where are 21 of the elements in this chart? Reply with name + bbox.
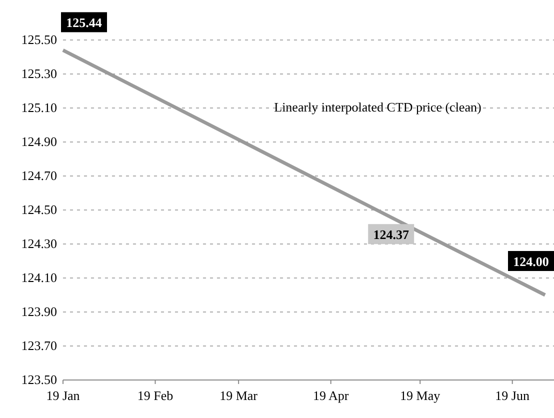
x-tick-label: 19 Feb	[137, 388, 174, 403]
y-tick-label: 125.50	[21, 32, 57, 47]
y-tick-label: 123.90	[21, 304, 57, 319]
x-tick-label: 19 Mar	[220, 388, 258, 403]
x-tick-label: 19 Jun	[495, 388, 530, 403]
y-tick-label: 123.50	[21, 372, 57, 387]
text: Linearly interpolated CTD price (clean)	[274, 99, 482, 114]
x-tick-label: 19 Jan	[46, 388, 80, 403]
y-tick-label: 125.30	[21, 66, 57, 81]
y-tick-label: 124.30	[21, 236, 57, 251]
x-tick-label: 19 Apr	[312, 388, 350, 403]
data-label: 124.00	[513, 254, 549, 269]
y-tick-label: 124.70	[21, 168, 57, 183]
y-tick-label: 123.70	[21, 338, 57, 353]
y-tick-label: 124.50	[21, 202, 57, 217]
y-tick-label: 124.90	[21, 134, 57, 149]
x-tick-label: 19 May	[400, 388, 441, 403]
data-label: 124.37	[373, 227, 410, 242]
y-tick-label: 125.10	[21, 100, 57, 115]
data-label: 125.44	[66, 15, 102, 30]
y-tick-label: 124.10	[21, 270, 57, 285]
